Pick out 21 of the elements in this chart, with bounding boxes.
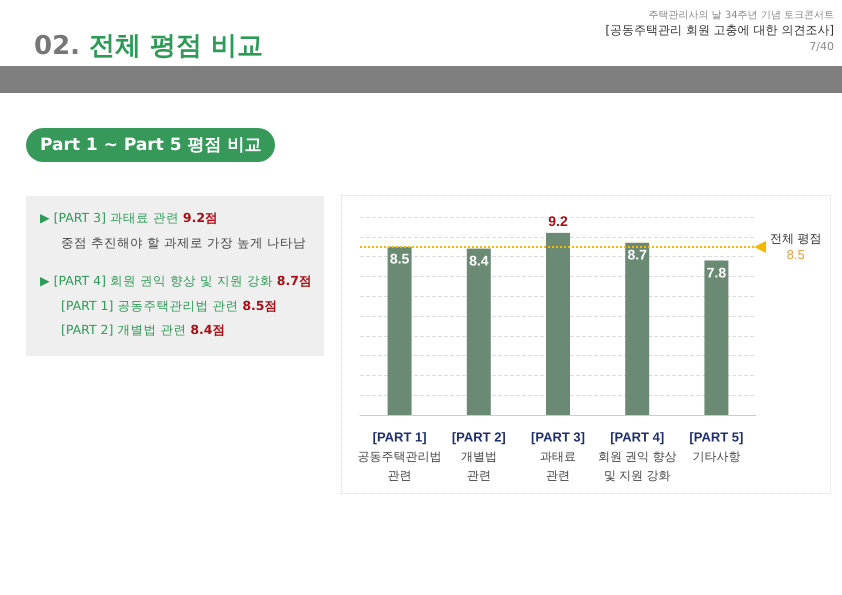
data-label: 8.4 (469, 252, 489, 269)
text: 02. 전체 평점 비교 (34, 31, 264, 61)
ref-line-label: 전체 평점 8.5 (770, 232, 822, 262)
text: [PART 1] 공동주택관리법 관련 8.5점 (61, 298, 278, 312)
data-label: 7.8 (706, 264, 726, 281)
text: ▶ [PART 4] 회원 권익 향상 및 지원 강화 8.7점 (40, 273, 312, 288)
text: [공동주택관리 회원 고충에 대한 의견조사] (605, 22, 834, 39)
x-tick-label: [PART 4] 회원 권익 향상 및 지원 강화 (598, 430, 677, 482)
text: [PART 2] 개별법 관련 8.4점 (61, 322, 226, 337)
data-label: 9.2 (548, 212, 568, 229)
text: Part 1 ~ Part 5 평점 비교 (26, 128, 276, 162)
text: ▶ [PART 3] 과태료 관련 9.2점 (40, 210, 218, 225)
x-tick-label: [PART 2] 개별법 관련 (452, 430, 506, 482)
chart-subtitle: 주택관리사의 날 34주년 기념 토크콘서트 (648, 9, 834, 22)
data-label: 8.5 (390, 250, 410, 267)
text: 7/40 (809, 40, 834, 53)
x-tick-label: [PART 5] 기타사항 (689, 430, 744, 464)
x-tick-label: [PART 1] 공동주택관리법 관련 (358, 430, 442, 482)
text: 중점 추진해야 할 과제로 가장 높게 나타남 (60, 234, 307, 252)
data-label: 8.7 (627, 246, 648, 263)
x-tick-label: [PART 3] 과태료 관련 (531, 430, 585, 482)
